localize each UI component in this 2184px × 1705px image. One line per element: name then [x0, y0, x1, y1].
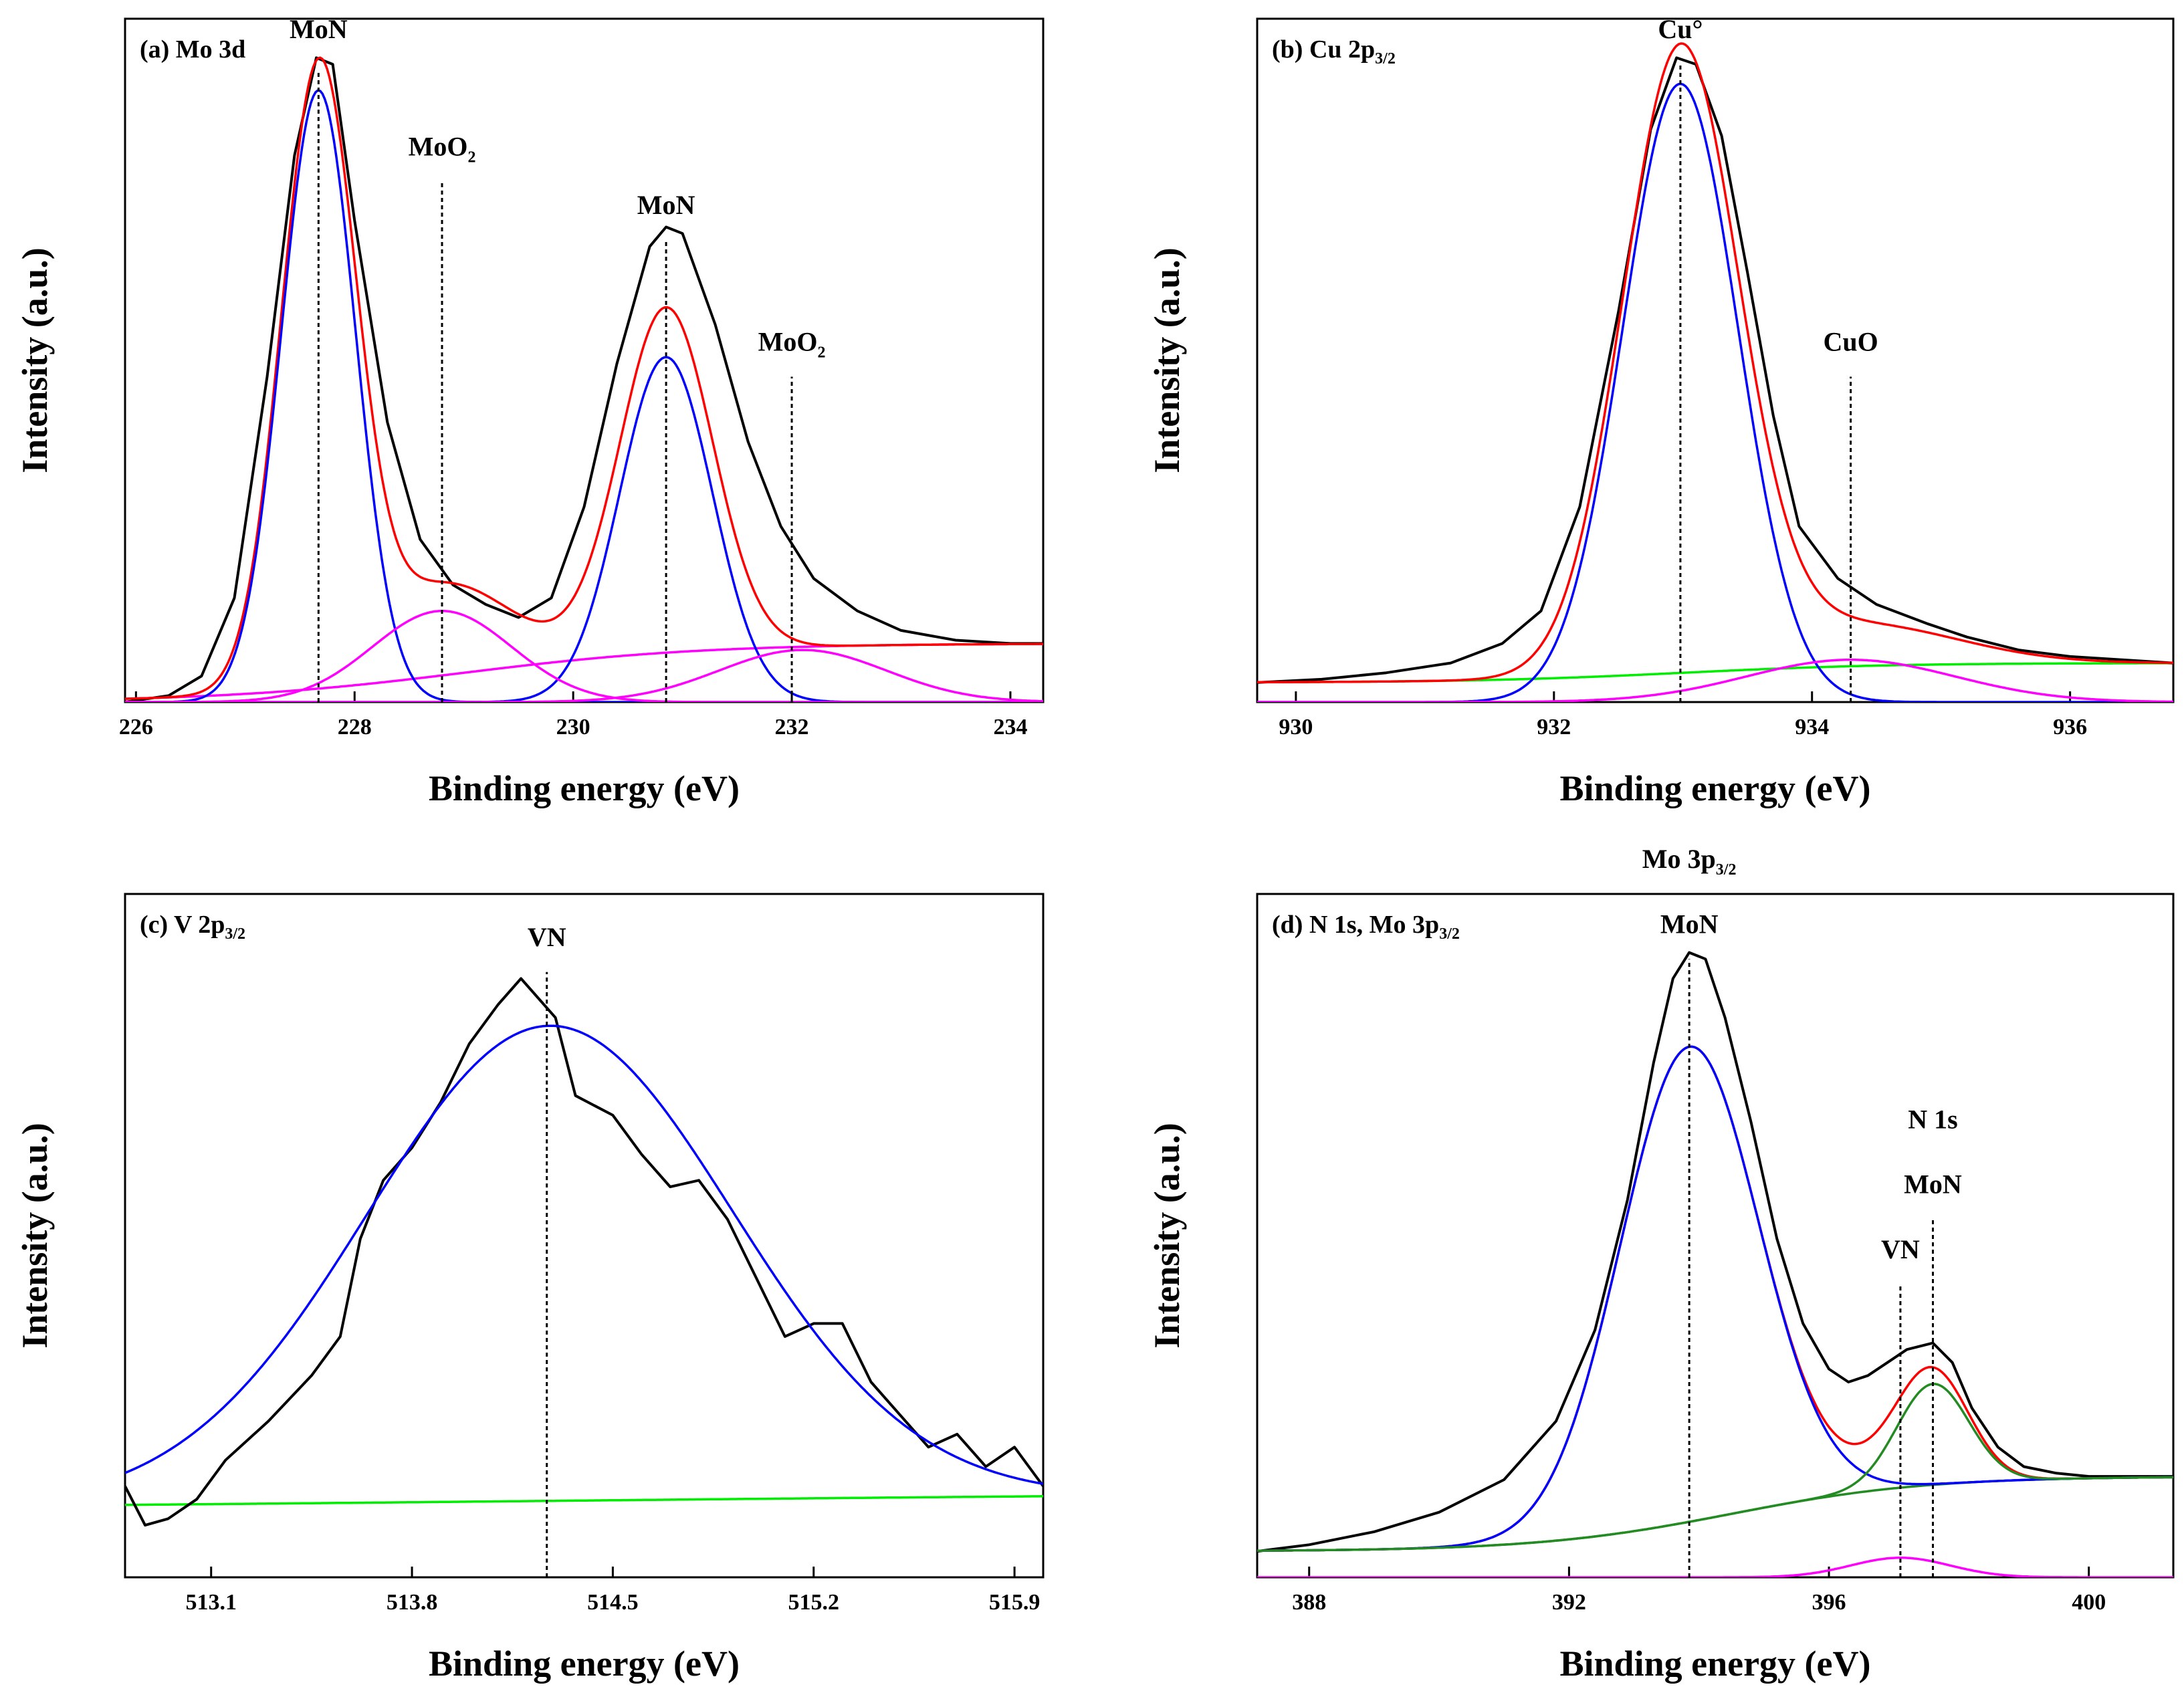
peak-label: MoO2 [758, 326, 826, 361]
x-axis-label: Binding energy (eV) [1560, 768, 1871, 808]
x-tick-label: 234 [993, 715, 1027, 740]
panel-title: (c) V 2p3/2 [140, 911, 245, 943]
series-background [125, 1495, 1043, 1506]
series-cuo [1257, 658, 2173, 702]
series-raw-data [125, 56, 1043, 702]
series-n-1s-mon [1257, 1383, 2173, 1552]
peak-label: VN [1881, 1234, 1920, 1264]
x-tick-label: 392 [1552, 1590, 1586, 1615]
peak-label: VN [528, 922, 566, 952]
peak-label: Mo 3p3/2 [1642, 844, 1737, 879]
series-mon-3d5-2 [125, 89, 1043, 702]
peak-label: MoO2 [409, 131, 476, 166]
series-raw-data [1257, 951, 2173, 1553]
series-mo-3p3-2-mon [1257, 1045, 2173, 1552]
x-axis-label: Binding energy (eV) [429, 768, 740, 808]
series-v-n-fit [125, 1024, 1043, 1485]
x-tick-label: 515.2 [788, 1590, 840, 1615]
panel-title: (b) Cu 2p3/2 [1272, 35, 1396, 68]
series-background [1257, 1476, 2173, 1552]
y-axis-label: Intensity (a.u.) [15, 1123, 55, 1349]
series-moo2-3d5-2 [125, 609, 1043, 702]
series-mon-3d3-2 [125, 356, 1043, 702]
peak-label: MoN [1660, 909, 1719, 939]
x-tick-label: 232 [775, 715, 809, 740]
series-envelope-fit [1257, 42, 2173, 684]
plot-frame [1256, 893, 2175, 1579]
peak-label: CuO [1823, 326, 1878, 356]
y-axis-label: Intensity (a.u.) [1147, 1123, 1187, 1349]
peak-label: N 1s [1908, 1104, 1957, 1134]
x-tick-label: 513.1 [185, 1590, 237, 1615]
peak-label: Cu° [1658, 14, 1703, 44]
x-axis-label: Binding energy (eV) [429, 1643, 740, 1684]
x-tick-label: 228 [338, 715, 372, 740]
x-tick-label: 936 [2053, 715, 2087, 740]
x-tick-label: 513.8 [387, 1590, 438, 1615]
x-tick-label: 388 [1292, 1590, 1326, 1615]
series-raw-data [1257, 56, 2173, 684]
x-tick-label: 514.5 [587, 1590, 639, 1615]
peak-label: MoN [290, 14, 348, 44]
panel-title: (d) N 1s, Mo 3p3/2 [1272, 911, 1460, 943]
plot-frame [1256, 17, 2175, 703]
x-tick-label: 930 [1279, 715, 1313, 740]
panel-d: 388 392 396 400 Binding energy (eV) Intensity… [1147, 844, 2175, 1684]
x-tick-label: 226 [119, 715, 153, 740]
series-envelope-fit [1257, 1045, 2173, 1552]
panel-b: 930 932 934 936 Binding energy (eV) Intensity… [1147, 14, 2175, 808]
plot-frame [124, 17, 1045, 703]
panel-c: 513.1 513.8 514.5 515.2 515.9 Binding energy … [15, 893, 1045, 1684]
x-tick-label: 932 [1537, 715, 1571, 740]
series-moo2-3d3-2 [125, 649, 1043, 702]
panel-title: (a) Mo 3d [140, 35, 245, 64]
x-axis-label: Binding energy (eV) [1560, 1643, 1871, 1684]
series-raw-data [125, 977, 1043, 1527]
y-axis-label: Intensity (a.u.) [15, 247, 55, 473]
x-tick-label: 934 [1795, 715, 1829, 740]
x-tick-label: 230 [556, 715, 590, 740]
series-cu0 [1257, 82, 2173, 702]
x-tick-label: 396 [1812, 1590, 1846, 1615]
plot-frame [124, 893, 1045, 1579]
x-tick-label: 515.9 [989, 1590, 1041, 1615]
peak-label: MoN [637, 190, 695, 220]
y-axis-label: Intensity (a.u.) [1147, 247, 1187, 473]
series-n-1s-vn [1257, 1557, 2173, 1577]
panel-a: 226 228 230 232 234 Binding energy (eV) Intens… [15, 14, 1045, 808]
x-tick-label: 400 [2072, 1590, 2106, 1615]
peak-label: MoN [1904, 1169, 1962, 1200]
series-envelope-fit [125, 56, 1043, 700]
